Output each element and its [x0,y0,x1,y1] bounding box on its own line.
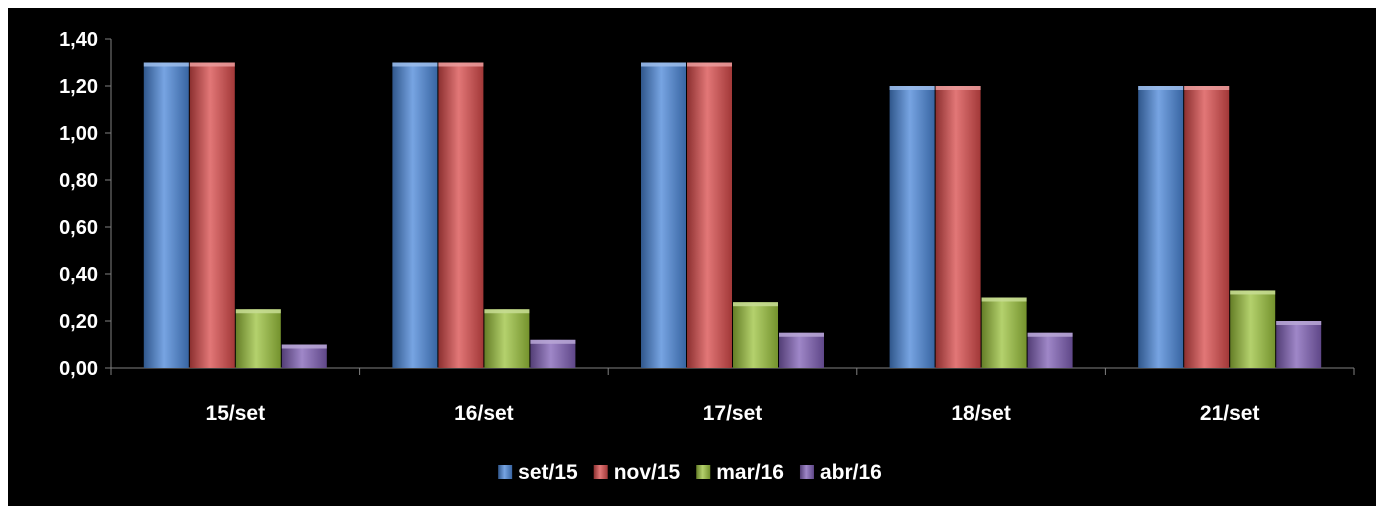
legend-swatch [593,465,608,479]
bar-top-highlight [1184,86,1230,90]
bar-abr-16-18-set [1027,332,1073,368]
chart-legend: set/15 nov/15 mar/16 abr/16 [498,461,882,484]
legend-label: mar/16 [716,461,784,484]
y-tick-label: 1,20 [59,76,98,98]
y-tick-label: 0,80 [59,170,98,192]
bar-top-highlight [189,62,235,67]
bar-nov-15-18-set [935,86,981,368]
x-tick-label: 16/set [454,402,514,425]
bar-top-highlight [438,62,484,67]
bar-nov-15-17-set [687,62,732,368]
legend-swatch [799,465,814,479]
bar-top-highlight [641,62,686,67]
y-tick-label: 0,20 [59,311,98,333]
x-tick-label: 21/set [1200,402,1260,425]
bar-mar-16-15-set [235,309,281,368]
bar-top-highlight [889,86,935,90]
bar-top-highlight [281,344,327,349]
bar-top-highlight [935,86,981,90]
bar-top-highlight [981,297,1027,302]
bar-top-highlight [687,62,732,67]
bar-top-highlight [1230,290,1276,295]
legend-label: set/15 [518,461,578,484]
bar-abr-16-15-set [281,344,327,368]
legend-label: abr/16 [820,461,882,484]
bar-mar-16-21-set [1230,290,1276,368]
y-tick-label: 1,40 [59,29,98,51]
bar-set-15-17-set [641,62,686,368]
legend-swatch [498,465,513,479]
bar-top-highlight [1276,321,1322,325]
bar-top-highlight [392,62,438,67]
bar-nov-15-21-set [1184,86,1230,368]
x-tick-label: 18/set [951,402,1011,425]
bar-mar-16-16-set [484,309,530,368]
y-tick-label: 0,40 [59,264,98,286]
bar-abr-16-16-set [530,339,576,368]
bar-top-highlight [484,309,530,314]
bar-nov-15-16-set [438,62,484,368]
y-tick-label: 1,00 [59,123,98,145]
bar-top-highlight [1138,86,1184,90]
chart-bars [143,62,1322,368]
y-tick-label: 0,00 [59,358,98,380]
bar-top-highlight [530,339,576,344]
bar-top-highlight [779,332,824,337]
bar-abr-16-17-set [779,332,824,368]
bar-mar-16-17-set [733,302,778,368]
bar-top-highlight [235,309,281,314]
bar-nov-15-15-set [189,62,235,368]
bar-set-15-21-set [1138,86,1184,368]
legend-label: nov/15 [614,461,681,484]
x-tick-label: 17/set [703,402,763,425]
y-tick-label: 0,60 [59,217,98,239]
bar-set-15-16-set [392,62,438,368]
bar-set-15-18-set [889,86,935,368]
bar-top-highlight [1027,332,1073,337]
chart-axes: 0,00 0,20 0,40 0,60 0,80 1,00 1,20 1,40 15/set 16… [59,29,1355,425]
bar-set-15-15-set [143,62,189,368]
x-tick-label: 15/set [206,402,266,425]
bar-abr-16-21-set [1276,321,1322,368]
bar-mar-16-18-set [981,297,1027,368]
legend-swatch [696,465,711,479]
bar-top-highlight [143,62,189,67]
bar-top-highlight [733,302,778,307]
